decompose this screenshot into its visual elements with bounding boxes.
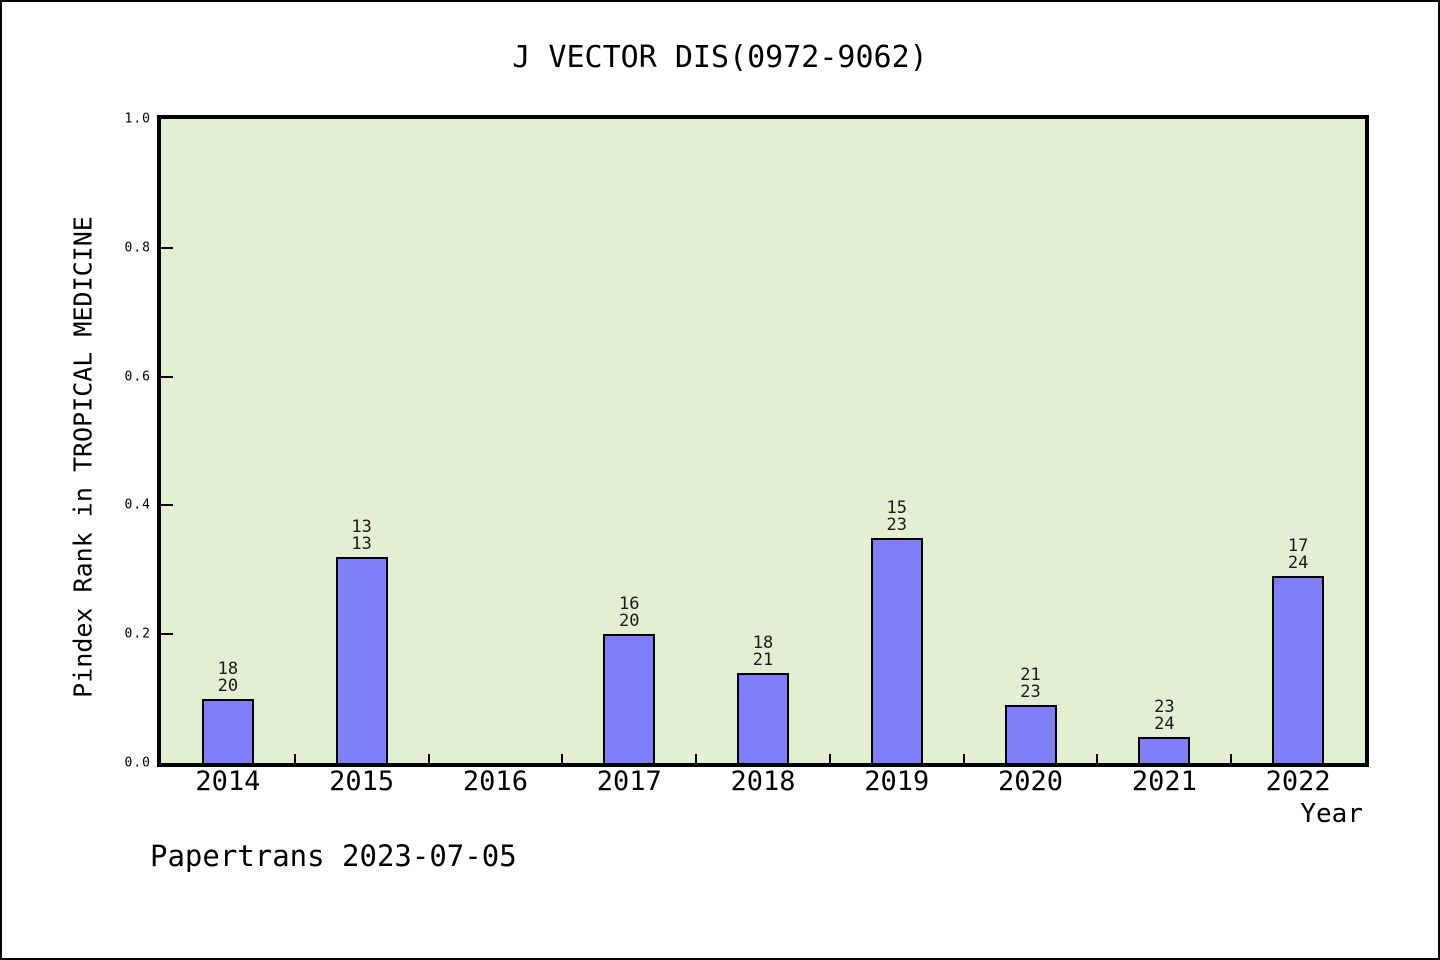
bar-label-2018: 18 21 [752, 632, 774, 670]
bar-2017 [603, 634, 656, 763]
y-tick-label: 1.0 [124, 111, 151, 127]
bar-label-2020: 21 23 [1020, 665, 1041, 703]
bar-label-2019: 15 23 [886, 497, 908, 535]
y-tick-label: 0.8 [124, 240, 151, 256]
y-tick-mark [161, 633, 173, 636]
y-tick-label: 0.4 [124, 497, 151, 513]
x-tick-label: 2014 [195, 766, 261, 797]
x-minor-tick [293, 754, 296, 763]
x-minor-tick [962, 754, 965, 763]
bar-label-2015: 13 13 [351, 516, 372, 554]
x-minor-tick [561, 754, 564, 763]
plot-area: 18 20 13 13 16 20 18 21 15 23 21 23 23 24 17 24 [157, 115, 1369, 767]
bar-2018 [737, 672, 789, 763]
x-axis-label: Year [1300, 799, 1363, 829]
bar-2022 [1272, 576, 1325, 763]
x-minor-tick [828, 754, 831, 763]
bar-label-2022: 17 24 [1287, 536, 1309, 574]
x-tick-label: 2016 [462, 766, 528, 797]
x-tick-label: 2021 [1131, 766, 1197, 797]
y-tick-mark [161, 246, 173, 249]
bar-2021 [1138, 737, 1191, 763]
bar-2014 [201, 698, 254, 763]
plot-inner: 18 20 13 13 16 20 18 21 15 23 21 23 23 24 17 24 [161, 119, 1365, 763]
x-minor-tick [427, 754, 430, 763]
x-tick-label: 2017 [596, 766, 662, 797]
y-tick-label: 0.6 [124, 369, 151, 385]
x-minor-tick [1230, 754, 1233, 763]
bar-label-2014: 18 20 [217, 658, 239, 696]
x-tick-label: 2018 [730, 766, 796, 797]
x-tick-label: 2020 [998, 766, 1064, 797]
bar-2019 [870, 537, 923, 763]
footer-note: Papertrans 2023-07-05 [150, 839, 517, 873]
y-tick-label: 0.2 [124, 626, 151, 642]
bar-label-2021: 23 24 [1154, 697, 1175, 735]
y-tick-mark [161, 504, 173, 507]
x-minor-tick [695, 754, 698, 763]
bar-2015 [335, 556, 388, 763]
bar-label-2017: 16 20 [618, 594, 640, 632]
y-axis-label: Pindex Rank in TROPICAL MEDICINE [68, 216, 98, 698]
bar-2020 [1004, 705, 1057, 763]
x-tick-label: 2019 [864, 766, 930, 797]
chart-title: J VECTOR DIS(0972-9062) [512, 40, 928, 75]
x-tick-label: 2022 [1265, 766, 1331, 797]
x-tick-label: 2015 [329, 766, 395, 797]
x-minor-tick [1096, 754, 1099, 763]
y-tick-label: 0.0 [124, 755, 151, 771]
y-tick-mark [161, 375, 173, 378]
